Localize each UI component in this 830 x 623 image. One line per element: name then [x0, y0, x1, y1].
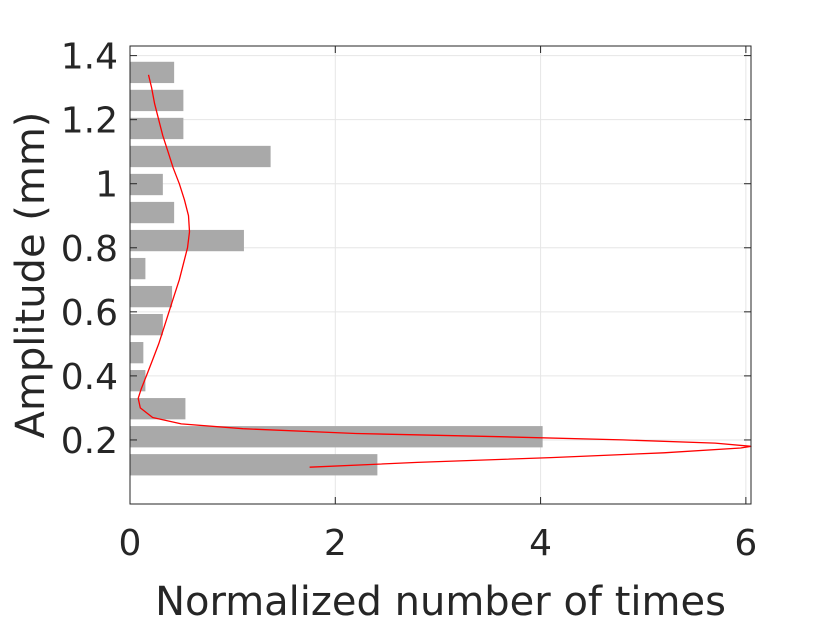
grid-lines	[130, 46, 751, 504]
axes-frame	[129, 45, 752, 505]
x-tick-label-2: 4	[529, 523, 552, 564]
x-tick-label-0: 0	[119, 523, 142, 564]
histogram-bar-10	[130, 173, 163, 196]
histogram-bar-6	[130, 285, 173, 308]
histogram-bar-8	[130, 229, 244, 252]
histogram-bar-2	[130, 398, 186, 420]
x-axis-ticks: 0 2 4 6	[119, 46, 757, 564]
y-tick-label-2: 0.6	[61, 293, 118, 334]
histogram-bar-3	[130, 370, 146, 392]
histogram-bar-11	[130, 145, 271, 168]
y-tick-label-5: 1.2	[61, 101, 118, 142]
histogram-bar-13	[130, 89, 184, 112]
fit-curve	[137, 74, 752, 468]
y-tick-label-1: 0.4	[61, 357, 118, 398]
x-tick-label-1: 2	[324, 523, 347, 564]
y-axis-ticks: 0.2 0.4 0.6 0.8 1 1.2 1.4	[61, 37, 751, 462]
histogram-bar-5	[130, 313, 163, 336]
histogram-bar-9	[130, 201, 175, 224]
x-axis-title: Normalized number of times	[155, 579, 726, 623]
histogram-bar-4	[130, 342, 144, 364]
y-axis-title: Amplitude (mm)	[8, 112, 54, 439]
histogram-bar-0	[130, 454, 378, 476]
histogram-bar-12	[130, 117, 184, 140]
fit-curve-line	[137, 74, 752, 468]
y-tick-label-6: 1.4	[61, 37, 118, 78]
histogram-bars	[130, 61, 543, 476]
y-tick-label-0: 0.2	[61, 421, 118, 462]
y-tick-label-3: 0.8	[61, 229, 118, 270]
axes-box	[129, 45, 752, 505]
histogram-bar-7	[130, 257, 146, 280]
histogram-bar-14	[130, 61, 175, 84]
histogram-bar-1	[130, 426, 543, 448]
y-tick-label-4: 1	[95, 165, 118, 206]
x-tick-label-3: 6	[734, 523, 757, 564]
